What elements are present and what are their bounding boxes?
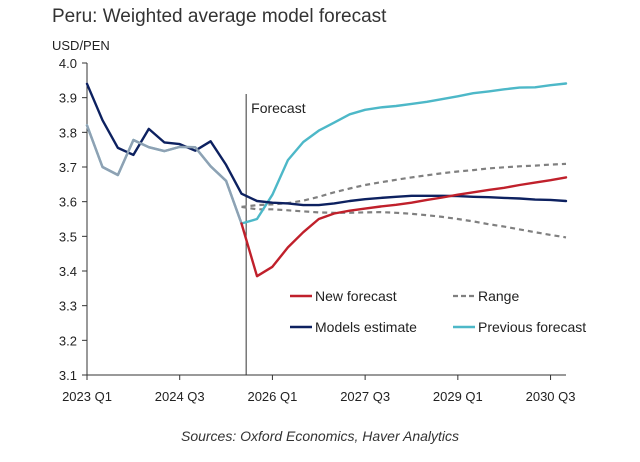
legend-label: Models estimate — [315, 319, 417, 335]
y-tick-label: 3.9 — [59, 91, 77, 106]
x-tick-label: 2030 Q3 — [526, 389, 576, 404]
chart-legend: New forecast Range Models estimate Previous… — [290, 288, 586, 335]
x-tick-label: 2029 Q1 — [433, 389, 483, 404]
series-line-range-lower — [241, 205, 567, 239]
series-line-new-forecast — [240, 176, 568, 278]
y-axis-unit-label: USD/PEN — [52, 38, 110, 53]
legend-label: New forecast — [315, 288, 397, 304]
x-tick-label: 2026 Q1 — [247, 389, 297, 404]
y-tick-label: 3.7 — [59, 160, 77, 175]
chart-series — [85, 82, 568, 278]
series-line-previous-forecast — [85, 82, 568, 225]
y-tick-label: 3.2 — [59, 333, 77, 348]
x-tick-label: 2023 Q1 — [62, 389, 112, 404]
series-line-previous-forecast-history — [85, 124, 243, 225]
series-line-models-estimate — [85, 82, 568, 207]
legend-label: Range — [478, 288, 519, 304]
forecast-label: Forecast — [251, 100, 306, 116]
x-tick-label: 2024 Q3 — [155, 389, 205, 404]
chart-axes: 4.0 3.9 3.8 3.7 3.6 3.5 3.4 3.3 3.2 3.1 2023 Q1 202… — [59, 56, 576, 404]
y-tick-label: 4.0 — [59, 56, 77, 71]
y-tick-label: 3.6 — [59, 195, 77, 210]
y-tick-label: 3.1 — [59, 368, 77, 383]
y-tick-label: 3.4 — [59, 264, 77, 279]
series-line-range-upper — [241, 162, 567, 208]
y-tick-label: 3.5 — [59, 229, 77, 244]
source-note: Sources: Oxford Economics, Haver Analyti… — [180, 428, 460, 444]
chart-title: Peru: Weighted average model forecast — [52, 6, 387, 27]
y-tick-label: 3.8 — [59, 125, 77, 140]
y-tick-label: 3.3 — [59, 299, 77, 314]
legend-label: Previous forecast — [478, 319, 586, 335]
x-tick-label: 2027 Q3 — [340, 389, 390, 404]
